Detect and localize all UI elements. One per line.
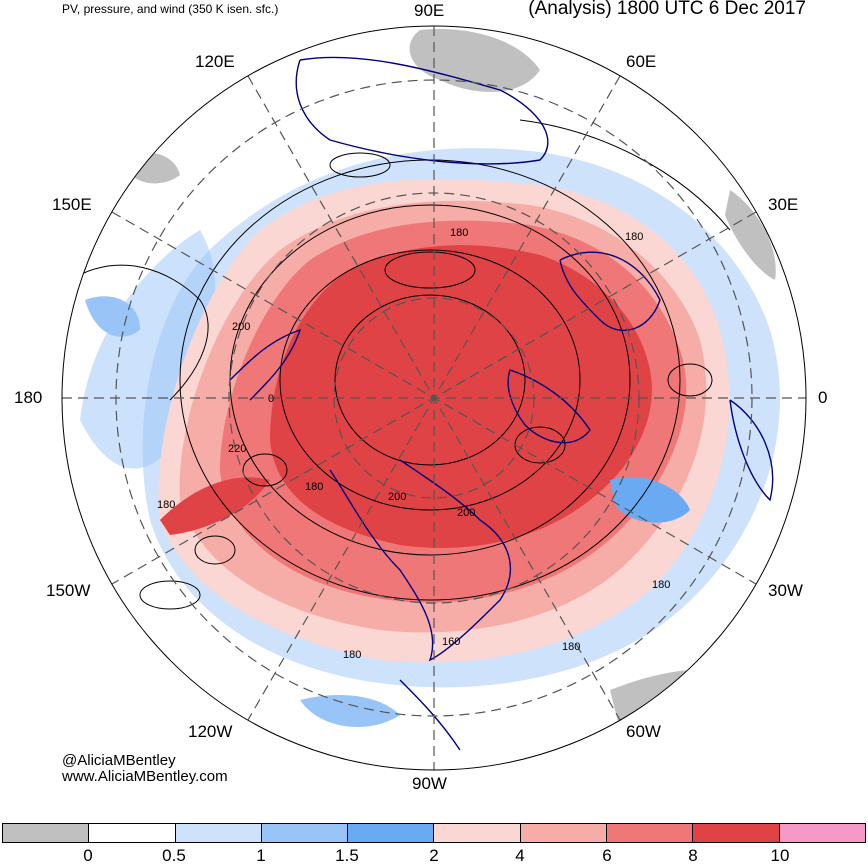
contour-label: 200 <box>232 321 250 333</box>
height-contour <box>69 264 209 401</box>
height-contour <box>329 152 391 178</box>
height-contour <box>334 294 526 466</box>
coastline-alaska <box>229 328 302 401</box>
contour-label: 180 <box>157 499 175 511</box>
colorbar-segment <box>348 824 435 842</box>
colorbar-tick-label: 10 <box>770 846 790 865</box>
contour-label: 160 <box>442 636 460 648</box>
height-contour <box>519 119 731 231</box>
map-boundary <box>61 25 807 771</box>
colorbar-tick-label: 2 <box>429 846 439 865</box>
pv-darkred-streamer <box>160 477 270 535</box>
longitude-label-120w: 120W <box>188 722 233 741</box>
author-handle: @AliciaMBentley <box>62 752 176 769</box>
longitude-label-30w: 30W <box>768 581 803 600</box>
colorbar-segment <box>175 824 262 842</box>
height-contour <box>139 580 201 610</box>
coastline-greenland <box>507 369 591 444</box>
contour-label: 180 <box>343 649 361 661</box>
contour-label: 180 <box>305 481 323 493</box>
contour-label: 200 <box>388 491 406 503</box>
colorbar-tick-label: 6 <box>602 846 612 865</box>
colorbar-segment <box>693 824 780 842</box>
colorbar-tick-label: 0 <box>83 846 93 865</box>
coastline-africa <box>729 399 774 502</box>
longitude-label-90e: 90E <box>414 1 445 20</box>
map-title-variables: PV, pressure, and wind (350 K isen. sfc.… <box>62 2 279 16</box>
height-contour <box>384 251 476 289</box>
contour-label: 200 <box>457 507 475 519</box>
longitude-label-90w: 90W <box>412 774 447 793</box>
contour-label: 180 <box>562 641 580 653</box>
longitude-label-0: 0 <box>818 388 828 407</box>
colorbar-segment <box>520 824 608 842</box>
contour-label: 180 <box>652 579 670 591</box>
colorbar-segment <box>3 824 90 842</box>
longitude-label-120e: 120E <box>195 52 235 71</box>
coastline-asia <box>295 56 549 165</box>
contour-label: 220 <box>228 443 246 455</box>
colorbar-segment <box>607 824 694 842</box>
coastline-north-america <box>329 459 512 662</box>
colorbar-segment <box>779 824 865 842</box>
colorbar-tick-label: 1 <box>256 846 266 865</box>
colorbar-tick-label: 0.5 <box>162 846 186 865</box>
map-title-valid-time: (Analysis) 1800 UTC 6 Dec 2017 <box>528 0 806 19</box>
polar-stereographic-map: 180 180 200 220 180 200 200 180 160 180 … <box>61 25 807 771</box>
height-contour <box>242 453 288 487</box>
pv-darkred-region <box>270 245 652 548</box>
longitude-label-60w: 60W <box>626 722 661 741</box>
contour-label: 0 <box>268 393 274 405</box>
colorbar-tick-label: 8 <box>688 846 698 865</box>
colorbar-segment <box>261 824 349 842</box>
longitude-label-150w: 150W <box>46 581 91 600</box>
longitude-label-150e: 150E <box>52 195 92 214</box>
pv-colorbar <box>2 823 866 843</box>
colorbar-segment <box>434 824 521 842</box>
meridian-line <box>111 211 757 585</box>
contour-label: 180 <box>625 231 643 243</box>
longitude-label-30e: 30E <box>768 195 799 214</box>
height-contour <box>667 363 713 397</box>
colorbar-segment <box>89 824 176 842</box>
colorbar-tick-label: 4 <box>515 846 525 865</box>
height-contour <box>194 535 236 565</box>
colorbar-tick-label: 1.5 <box>335 846 359 865</box>
pv-gray-patch-north <box>409 29 540 92</box>
pv-blue-blob-pacific <box>85 296 140 337</box>
longitude-label-180: 180 <box>14 388 43 407</box>
height-contour <box>279 249 581 511</box>
pv-blue-blob-south <box>300 695 400 727</box>
author-website: www.AliciaMBentley.com <box>62 768 228 785</box>
pv-gray-patch-east <box>725 190 776 280</box>
contour-label: 180 <box>450 227 468 239</box>
coastline-central-america <box>399 679 461 751</box>
coastline-europe <box>559 251 661 331</box>
longitude-label-60e: 60E <box>626 52 657 71</box>
